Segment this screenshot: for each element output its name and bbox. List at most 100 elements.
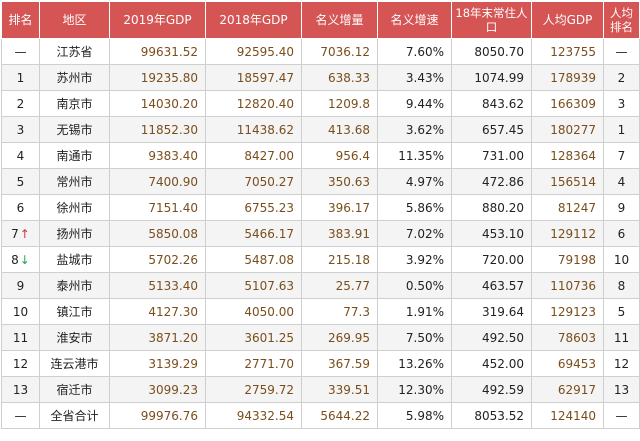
rank-value: 1 bbox=[16, 70, 25, 85]
header-rank: 排名 bbox=[1, 1, 40, 39]
table-row: 12 连云港市 3139.29 2771.70 367.59 13.26% 452.00 69… bbox=[1, 350, 640, 377]
growth-cell: 7.02% bbox=[377, 220, 452, 247]
rank-value: 3 bbox=[16, 122, 25, 137]
gdp-2018-cell: 3601.25 bbox=[205, 324, 302, 351]
rank-value: 8 bbox=[11, 252, 19, 267]
region-cell: 南京市 bbox=[39, 90, 110, 117]
table-row: 7↑ 扬州市 5850.08 5466.17 383.91 7.02% 453.10 1291… bbox=[1, 220, 640, 247]
increment-cell: 339.51 bbox=[301, 376, 378, 403]
header-population: 18年末常住人口 bbox=[451, 1, 532, 39]
region-cell: 宿迁市 bbox=[39, 376, 110, 403]
gdp-2018-cell: 18597.47 bbox=[205, 64, 302, 91]
population-cell: 463.57 bbox=[451, 272, 532, 299]
increment-cell: 25.77 bbox=[301, 272, 378, 299]
gdp-per-capita-cell: 156514 bbox=[531, 168, 604, 195]
header-gdp-per-capita: 人均GDP bbox=[531, 1, 604, 39]
gdp-2018-cell: 5487.08 bbox=[205, 246, 302, 273]
gdp-2019-cell: 3139.29 bbox=[109, 350, 206, 377]
gdp-per-capita-cell: 129123 bbox=[531, 298, 604, 325]
region-cell: 江苏省 bbox=[39, 38, 110, 65]
per-capita-rank-cell: 4 bbox=[603, 168, 640, 195]
gdp-2018-cell: 2759.72 bbox=[205, 376, 302, 403]
gdp-2018-cell: 92595.40 bbox=[205, 38, 302, 65]
rank-cell: — bbox=[1, 38, 40, 65]
growth-cell: 0.50% bbox=[377, 272, 452, 299]
gdp-2019-cell: 5133.40 bbox=[109, 272, 206, 299]
gdp-per-capita-cell: 129112 bbox=[531, 220, 604, 247]
per-capita-rank-cell: 5 bbox=[603, 298, 640, 325]
increment-cell: 269.95 bbox=[301, 324, 378, 351]
rank-down-arrow-icon: ↓ bbox=[19, 252, 30, 267]
rank-value: — bbox=[14, 408, 27, 423]
region-cell: 泰州市 bbox=[39, 272, 110, 299]
per-capita-rank-cell: 3 bbox=[603, 90, 640, 117]
rank-cell: 8↓ bbox=[1, 246, 40, 273]
gdp-2019-cell: 9383.40 bbox=[109, 142, 206, 169]
rank-value: 9 bbox=[16, 278, 25, 293]
increment-cell: 5644.22 bbox=[301, 402, 378, 429]
rank-value: — bbox=[14, 44, 27, 59]
gdp-2018-cell: 4050.00 bbox=[205, 298, 302, 325]
table-row: — 全省合计 99976.76 94332.54 5644.22 5.98% 8053.52… bbox=[1, 402, 640, 429]
per-capita-rank-cell: 7 bbox=[603, 142, 640, 169]
rank-value: 2 bbox=[16, 96, 25, 111]
header-per-capita-rank: 人均排名 bbox=[603, 1, 640, 39]
rank-cell: 5 bbox=[1, 168, 40, 195]
per-capita-rank-cell: 13 bbox=[603, 376, 640, 403]
region-cell: 淮安市 bbox=[39, 324, 110, 351]
gdp-per-capita-cell: 123755 bbox=[531, 38, 604, 65]
gdp-per-capita-cell: 128364 bbox=[531, 142, 604, 169]
gdp-2019-cell: 99631.52 bbox=[109, 38, 206, 65]
rank-value: 10 bbox=[12, 304, 29, 319]
rank-value: 7 bbox=[11, 226, 19, 241]
gdp-2019-cell: 7151.40 bbox=[109, 194, 206, 221]
gdp-per-capita-cell: 110736 bbox=[531, 272, 604, 299]
population-cell: 452.00 bbox=[451, 350, 532, 377]
gdp-2019-cell: 4127.30 bbox=[109, 298, 206, 325]
increment-cell: 350.63 bbox=[301, 168, 378, 195]
population-cell: 453.10 bbox=[451, 220, 532, 247]
rank-cell: 4 bbox=[1, 142, 40, 169]
table-row: 3 无锡市 11852.30 11438.62 413.68 3.62% 657.45 180… bbox=[1, 116, 640, 143]
rank-cell: 6 bbox=[1, 194, 40, 221]
header-gdp-2018: 2018年GDP bbox=[205, 1, 302, 39]
table-row: 6 徐州市 7151.40 6755.23 396.17 5.86% 880.20 81247… bbox=[1, 194, 640, 221]
growth-cell: 3.43% bbox=[377, 64, 452, 91]
population-cell: 880.20 bbox=[451, 194, 532, 221]
region-cell: 扬州市 bbox=[39, 220, 110, 247]
increment-cell: 77.3 bbox=[301, 298, 378, 325]
rank-value: 6 bbox=[16, 200, 25, 215]
rank-cell: — bbox=[1, 402, 40, 429]
gdp-2018-cell: 2771.70 bbox=[205, 350, 302, 377]
growth-cell: 7.60% bbox=[377, 38, 452, 65]
region-cell: 盐城市 bbox=[39, 246, 110, 273]
growth-cell: 1.91% bbox=[377, 298, 452, 325]
per-capita-rank-cell: 11 bbox=[603, 324, 640, 351]
increment-cell: 215.18 bbox=[301, 246, 378, 273]
table-row: 8↓ 盐城市 5702.26 5487.08 215.18 3.92% 720.00 7919… bbox=[1, 246, 640, 273]
gdp-2018-cell: 12820.40 bbox=[205, 90, 302, 117]
header-growth: 名义增速 bbox=[377, 1, 452, 39]
table-row: 13 宿迁市 3099.23 2759.72 339.51 12.30% 492.59 629… bbox=[1, 376, 640, 403]
population-cell: 1074.99 bbox=[451, 64, 532, 91]
rank-cell: 10 bbox=[1, 298, 40, 325]
rank-value: 11 bbox=[12, 330, 29, 345]
growth-cell: 5.98% bbox=[377, 402, 452, 429]
region-cell: 常州市 bbox=[39, 168, 110, 195]
increment-cell: 1209.8 bbox=[301, 90, 378, 117]
increment-cell: 638.33 bbox=[301, 64, 378, 91]
gdp-per-capita-cell: 81247 bbox=[531, 194, 604, 221]
table-row: 11 淮安市 3871.20 3601.25 269.95 7.50% 492.50 7860… bbox=[1, 324, 640, 351]
table-row: 10 镇江市 4127.30 4050.00 77.3 1.91% 319.64 129123… bbox=[1, 298, 640, 325]
population-cell: 8050.70 bbox=[451, 38, 532, 65]
gdp-per-capita-cell: 79198 bbox=[531, 246, 604, 273]
increment-cell: 956.4 bbox=[301, 142, 378, 169]
per-capita-rank-cell: — bbox=[603, 38, 640, 65]
region-cell: 无锡市 bbox=[39, 116, 110, 143]
rank-cell: 13 bbox=[1, 376, 40, 403]
gdp-2019-cell: 7400.90 bbox=[109, 168, 206, 195]
table-row: 5 常州市 7400.90 7050.27 350.63 4.97% 472.86 15651… bbox=[1, 168, 640, 195]
per-capita-rank-cell: 6 bbox=[603, 220, 640, 247]
rank-cell: 7↑ bbox=[1, 220, 40, 247]
growth-cell: 9.44% bbox=[377, 90, 452, 117]
